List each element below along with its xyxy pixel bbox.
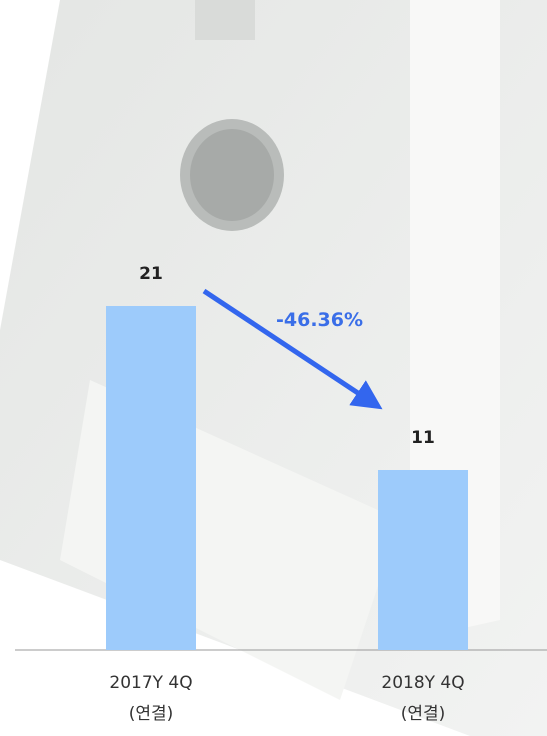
bar xyxy=(378,469,468,650)
annotation: -46.36% xyxy=(276,309,364,331)
arrow xyxy=(202,288,383,410)
value-label: 21 xyxy=(139,263,163,284)
x-tick-label: 2017Y 4Q (연결) xyxy=(109,673,193,724)
bar xyxy=(106,305,196,650)
value-label: 11 xyxy=(411,427,435,448)
x-tick-label: 2018Y 4Q (연결) xyxy=(381,673,465,724)
